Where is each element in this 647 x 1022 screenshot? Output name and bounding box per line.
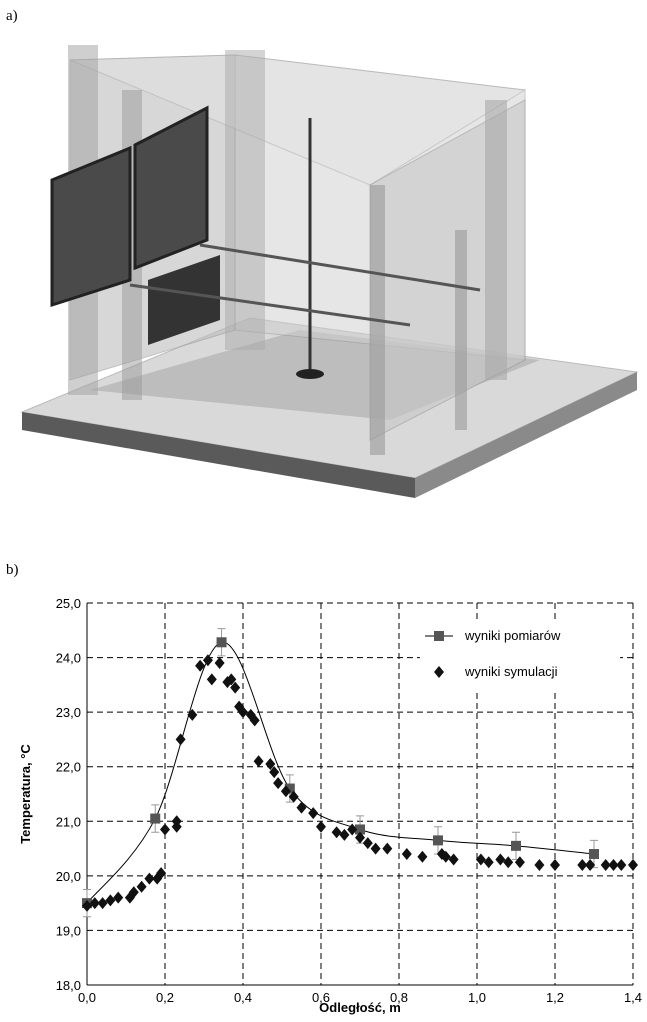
diamond-marker <box>362 837 373 850</box>
diamond-marker <box>206 673 217 686</box>
diamond-marker <box>265 757 276 770</box>
y-tick-label: 24,0 <box>56 651 81 666</box>
panel-label: a) <box>6 8 18 24</box>
diamond-marker <box>475 853 486 866</box>
diamond-marker <box>156 867 167 880</box>
legend-box <box>420 620 620 690</box>
diamond-marker <box>308 807 319 820</box>
square-marker <box>511 840 521 851</box>
y-axis-title: Temperatura, °C <box>18 744 33 844</box>
diamond-marker <box>585 858 596 871</box>
diamond-marker <box>316 820 326 833</box>
diamond-marker <box>82 899 92 912</box>
y-tick-label: 25,0 <box>56 596 81 611</box>
x-tick-label: 0,6 <box>312 990 330 1005</box>
x-tick-label: 1,0 <box>468 990 486 1005</box>
diamond-marker <box>113 891 124 904</box>
diamond-marker <box>577 858 588 871</box>
x-tick-label: 1,4 <box>624 990 642 1005</box>
diamond-marker <box>339 828 350 841</box>
diamond-marker <box>370 842 381 855</box>
diamond-marker <box>347 823 358 836</box>
diamond-marker <box>187 708 198 721</box>
diamond-marker <box>331 826 342 839</box>
diamond-marker <box>202 654 213 667</box>
y-tick-label: 20,0 <box>56 869 81 884</box>
diamond-marker <box>495 853 506 866</box>
diamond-marker <box>195 659 206 672</box>
x-tick-label: 0,8 <box>390 990 408 1005</box>
x-tick-label: 0,2 <box>156 990 174 1005</box>
diamond-marker <box>483 856 494 869</box>
legend-label: wyniki symulacji <box>464 664 558 679</box>
legend-label: wyniki pomiarów <box>464 628 561 643</box>
square-marker <box>216 637 227 648</box>
diamond-marker <box>214 657 225 670</box>
diamond-marker <box>105 894 116 907</box>
square-marker <box>434 631 444 641</box>
diamond-marker <box>534 858 545 871</box>
diamond-marker <box>269 766 280 779</box>
square-marker <box>150 813 161 824</box>
diamond-marker <box>550 858 560 871</box>
x-tick-label: 0,0 <box>78 990 96 1005</box>
y-tick-label: 22,0 <box>56 760 81 775</box>
diamond-marker <box>249 714 260 727</box>
y-tick-label: 18,0 <box>56 978 81 993</box>
square-marker <box>284 783 295 794</box>
diamond-marker <box>238 706 248 719</box>
x-tick-label: 0,4 <box>234 990 252 1005</box>
diamond-marker <box>600 858 611 871</box>
diamond-marker <box>628 858 638 871</box>
diamond-marker <box>288 790 299 803</box>
diamond-marker <box>434 666 444 678</box>
square-marker <box>589 849 599 860</box>
diamond-marker <box>503 856 514 869</box>
chart: Temperatura, °C Odległość, m <box>18 744 401 1015</box>
diamond-marker <box>144 872 155 885</box>
y-tick-label: 23,0 <box>56 705 81 720</box>
diamond-marker <box>440 850 451 863</box>
diamond-marker <box>296 801 307 814</box>
diamond-marker <box>280 785 291 798</box>
diamond-marker <box>97 897 108 910</box>
diamond-marker <box>273 777 284 790</box>
y-tick-label: 19,0 <box>56 923 81 938</box>
square-marker <box>433 835 443 846</box>
diamond-marker <box>253 755 264 768</box>
diamond-marker <box>401 848 412 861</box>
room-render <box>20 45 639 498</box>
diamond-marker <box>448 853 459 866</box>
diamond-marker <box>355 831 365 844</box>
y-tick-label: 21,0 <box>56 814 81 829</box>
x-tick-label: 1,2 <box>546 990 564 1005</box>
diamond-marker <box>230 681 241 694</box>
diamond-marker <box>417 850 428 863</box>
diamond-marker <box>128 886 139 899</box>
diamond-marker <box>175 733 186 746</box>
diamond-marker <box>226 673 237 686</box>
diamond-marker <box>136 880 147 893</box>
panel-label: b) <box>6 562 19 578</box>
square-marker <box>355 824 365 835</box>
diamond-marker <box>160 823 170 836</box>
diamond-marker <box>171 815 182 828</box>
x-axis-title: Odległość, m <box>319 1000 401 1015</box>
diamond-marker <box>608 858 619 871</box>
diamond-marker <box>616 858 627 871</box>
diamond-marker <box>382 842 393 855</box>
diamond-marker <box>89 897 100 910</box>
diamond-marker <box>514 856 525 869</box>
